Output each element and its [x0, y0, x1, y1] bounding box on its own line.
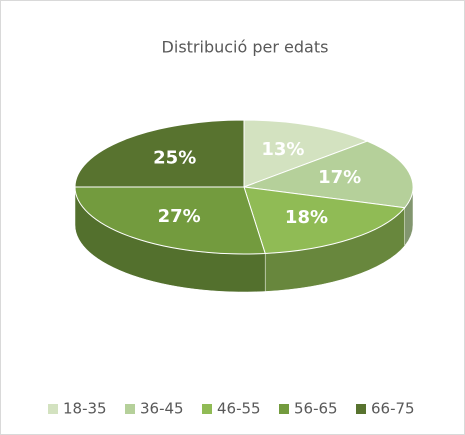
- legend-label: 46-55: [217, 400, 261, 418]
- data-label: 18%: [285, 207, 328, 228]
- pie-slice: [243, 186, 406, 254]
- legend-swatch: [48, 404, 58, 414]
- data-label: 27%: [158, 206, 201, 227]
- chart-title: Distribució per edats: [162, 38, 329, 57]
- data-label: 17%: [318, 167, 361, 188]
- data-label: 13%: [261, 139, 304, 160]
- pie-slice: [74, 186, 266, 255]
- legend-swatch: [356, 404, 366, 414]
- legend-label: 36-45: [140, 400, 184, 418]
- pie-slice: [74, 119, 245, 188]
- legend-label: 66-75: [371, 400, 415, 418]
- pie-slice: [243, 140, 414, 209]
- legend-label: 56-65: [294, 400, 338, 418]
- legend-swatch: [202, 404, 212, 414]
- legend-swatch: [125, 404, 135, 414]
- pie-slice: [243, 119, 369, 188]
- data-label: 25%: [153, 148, 196, 169]
- legend-label: 18-35: [63, 400, 107, 418]
- legend-swatch: [279, 404, 289, 414]
